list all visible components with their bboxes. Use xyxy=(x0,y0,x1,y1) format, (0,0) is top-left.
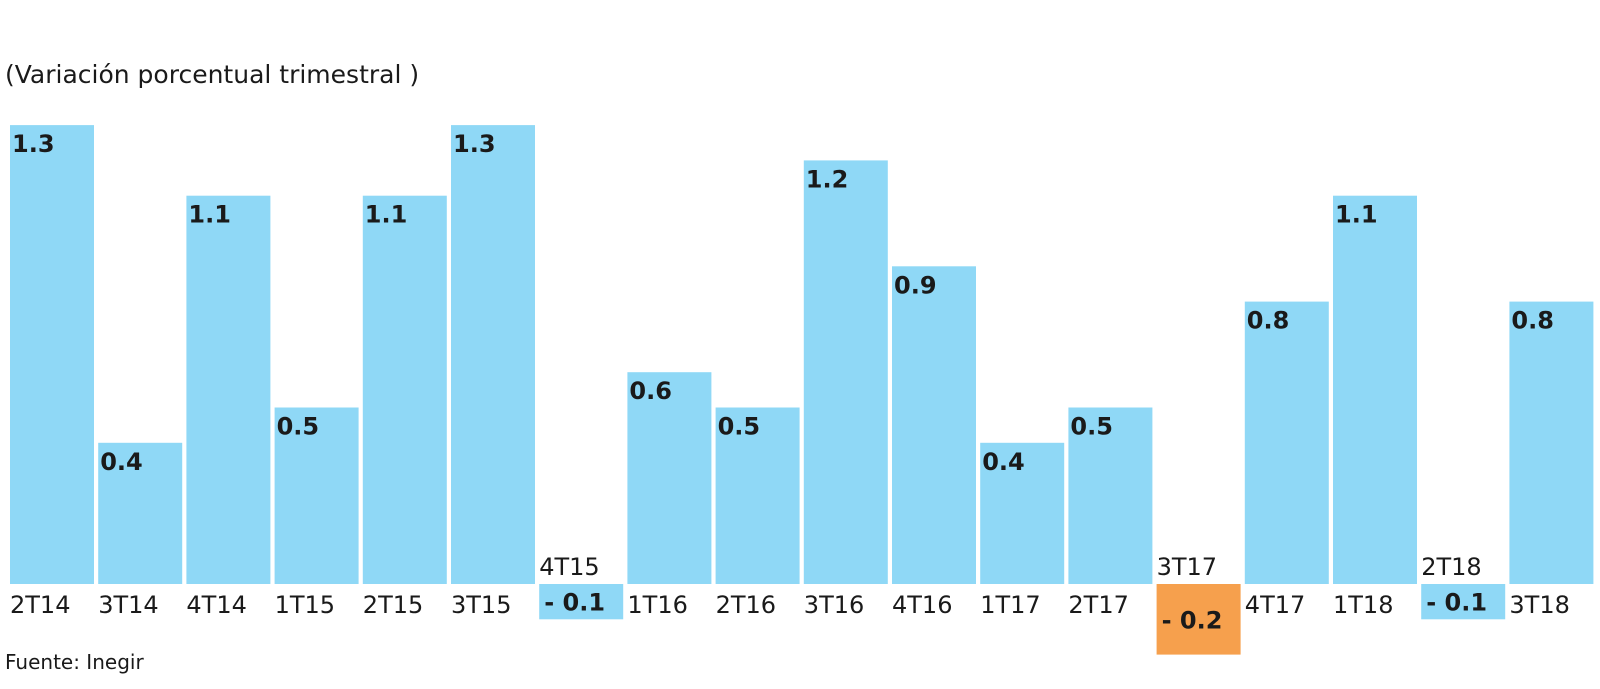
category-label-1T15: 1T15 xyxy=(275,591,335,619)
value-label-3T16: 1.2 xyxy=(806,165,849,193)
value-label-3T14: 0.4 xyxy=(100,448,143,476)
bar-1T16 xyxy=(627,372,712,584)
bar-3T15 xyxy=(451,125,535,584)
chart-subtitle: (Variación porcentual trimestral ) xyxy=(5,60,420,89)
value-label-2T17: 0.5 xyxy=(1070,413,1113,441)
bar-3T14 xyxy=(98,442,183,584)
bar-3T16 xyxy=(803,160,888,584)
bar-2T18 xyxy=(1421,584,1506,620)
bar-3T17 xyxy=(1156,584,1241,655)
category-label-1T16: 1T16 xyxy=(627,591,687,619)
value-label-3T15: 1.3 xyxy=(453,130,496,158)
category-label-1T18: 1T18 xyxy=(1333,591,1393,619)
value-label-4T15: - 0.1 xyxy=(544,589,605,617)
source-note: Fuente: Inegir xyxy=(5,650,144,674)
category-label-2T16: 2T16 xyxy=(716,591,776,619)
value-label-2T18: - 0.1 xyxy=(1426,589,1487,617)
category-label-3T17: 3T17 xyxy=(1157,553,1217,581)
bar-2T16 xyxy=(715,407,800,584)
category-label-2T15: 2T15 xyxy=(363,591,423,619)
bar-3T18 xyxy=(1509,301,1594,584)
value-label-2T15: 1.1 xyxy=(365,201,408,229)
category-label-3T14: 3T14 xyxy=(98,591,158,619)
category-label-1T17: 1T17 xyxy=(980,591,1040,619)
category-label-3T15: 3T15 xyxy=(451,591,511,619)
bar-4T15 xyxy=(539,584,624,620)
bar-1T15 xyxy=(274,407,359,584)
value-label-1T17: 0.4 xyxy=(982,448,1025,476)
value-label-2T14: 1.3 xyxy=(12,130,55,158)
value-label-1T15: 0.5 xyxy=(277,413,320,441)
category-label-4T15: 4T15 xyxy=(539,553,599,581)
category-label-4T17: 4T17 xyxy=(1245,591,1305,619)
category-label-2T17: 2T17 xyxy=(1068,591,1128,619)
value-label-3T17: - 0.2 xyxy=(1162,606,1223,634)
value-label-4T17: 0.8 xyxy=(1247,307,1290,335)
bar-4T16 xyxy=(892,266,976,584)
category-label-3T18: 3T18 xyxy=(1509,591,1569,619)
category-label-3T16: 3T16 xyxy=(804,591,864,619)
value-label-1T18: 1.1 xyxy=(1335,201,1378,229)
bar-1T17 xyxy=(980,442,1065,584)
value-label-3T18: 0.8 xyxy=(1511,307,1554,335)
bar-4T17 xyxy=(1244,301,1329,584)
category-label-4T14: 4T14 xyxy=(186,591,246,619)
category-label-2T18: 2T18 xyxy=(1421,553,1481,581)
bar-2T14 xyxy=(10,125,94,584)
bar-2T17 xyxy=(1068,407,1153,584)
bar-2T15 xyxy=(362,195,447,584)
value-label-4T14: 1.1 xyxy=(188,201,231,229)
value-label-4T16: 0.9 xyxy=(894,271,937,299)
bar-1T18 xyxy=(1333,195,1417,584)
category-label-4T16: 4T16 xyxy=(892,591,952,619)
bar-4T14 xyxy=(186,195,271,584)
value-label-2T16: 0.5 xyxy=(718,413,761,441)
value-label-1T16: 0.6 xyxy=(629,377,672,405)
category-label-2T14: 2T14 xyxy=(10,591,70,619)
